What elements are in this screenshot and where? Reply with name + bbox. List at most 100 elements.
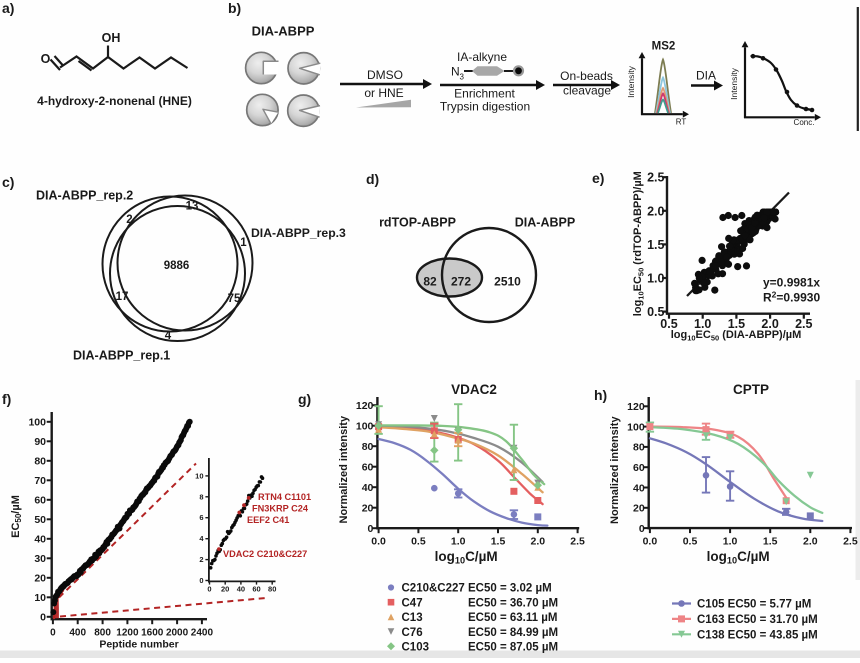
- svg-text:2.5: 2.5: [647, 171, 664, 185]
- svg-text:Normalized intensity: Normalized intensity: [338, 415, 350, 523]
- svg-text:2.5: 2.5: [843, 536, 858, 548]
- svg-text:Normalized intensity: Normalized intensity: [609, 416, 621, 524]
- svg-text:6: 6: [199, 513, 203, 522]
- svg-text:60: 60: [34, 495, 46, 507]
- svg-text:80: 80: [633, 442, 645, 454]
- svg-text:C13: C13: [402, 612, 423, 624]
- svg-text:or HNE: or HNE: [364, 86, 403, 100]
- svg-text:rdTOP-ABPP: rdTOP-ABPP: [379, 216, 456, 230]
- svg-text:70: 70: [34, 475, 46, 487]
- svg-text:60: 60: [633, 462, 645, 474]
- svg-text:2510: 2510: [494, 275, 521, 289]
- svg-text:RTN4 C1101: RTN4 C1101: [258, 492, 311, 502]
- svg-text:C47: C47: [402, 597, 423, 609]
- svg-text:272: 272: [451, 275, 471, 289]
- svg-text:60: 60: [252, 585, 260, 594]
- svg-text:1.0: 1.0: [723, 536, 738, 548]
- svg-text:20: 20: [221, 585, 229, 594]
- svg-text:2400: 2400: [191, 628, 214, 639]
- svg-text:1200: 1200: [116, 628, 139, 639]
- svg-text:Intensity: Intensity: [626, 65, 636, 97]
- svg-text:h): h): [594, 387, 607, 403]
- svg-text:y=0.9981x: y=0.9981x: [763, 276, 820, 290]
- svg-text:8: 8: [199, 492, 203, 501]
- svg-text:60: 60: [362, 462, 374, 474]
- svg-text:1.5: 1.5: [647, 238, 664, 252]
- svg-text:0: 0: [199, 576, 203, 585]
- svg-text:C163 EC50 = 31.70 µM: C163 EC50 = 31.70 µM: [697, 614, 818, 626]
- svg-text:Enrichment: Enrichment: [454, 87, 515, 101]
- svg-text:MS2: MS2: [652, 41, 676, 53]
- svg-text:75: 75: [228, 293, 241, 305]
- svg-text:C210&C227: C210&C227: [402, 583, 465, 595]
- svg-text:9886: 9886: [164, 260, 190, 272]
- svg-text:0.5: 0.5: [411, 536, 426, 548]
- svg-text:DIA-ABPP_rep.1: DIA-ABPP_rep.1: [73, 349, 170, 363]
- svg-text:4: 4: [165, 330, 172, 342]
- svg-text:13: 13: [186, 201, 199, 213]
- svg-text:OH: OH: [102, 31, 121, 45]
- svg-text:DIA-ABPP: DIA-ABPP: [252, 24, 315, 39]
- svg-text:2: 2: [199, 555, 203, 564]
- svg-text:20: 20: [633, 503, 645, 515]
- svg-text:Conc.: Conc.: [794, 118, 815, 127]
- svg-text:82: 82: [423, 275, 437, 289]
- svg-text:40: 40: [633, 482, 645, 494]
- svg-text:2: 2: [126, 214, 132, 226]
- svg-text:400: 400: [69, 628, 86, 639]
- svg-text:CPTP: CPTP: [733, 382, 769, 397]
- svg-text:80: 80: [268, 585, 276, 594]
- svg-text:R2=0.9930: R2=0.9930: [763, 290, 820, 305]
- svg-text:a): a): [2, 0, 14, 16]
- svg-text:Trypsin digestion: Trypsin digestion: [440, 100, 530, 114]
- svg-text:EC50 = 87.05 µM: EC50 = 87.05 µM: [468, 642, 558, 654]
- svg-text:DIA-ABPP_rep.3: DIA-ABPP_rep.3: [251, 226, 346, 240]
- svg-text:2.5: 2.5: [570, 536, 585, 548]
- svg-text:VDAC2: VDAC2: [451, 382, 497, 397]
- svg-text:800: 800: [94, 628, 111, 639]
- svg-text:100: 100: [627, 421, 645, 433]
- svg-text:1.5: 1.5: [491, 536, 506, 548]
- svg-text:EC50 = 84.99 µM: EC50 = 84.99 µM: [468, 627, 558, 639]
- svg-text:log10C/µM: log10C/µM: [707, 549, 770, 566]
- svg-text:120: 120: [627, 401, 645, 413]
- svg-text:50: 50: [34, 514, 46, 526]
- svg-text:3: 3: [460, 73, 465, 82]
- svg-text:0: 0: [639, 523, 645, 535]
- svg-text:30: 30: [34, 553, 46, 565]
- svg-text:Intensity: Intensity: [729, 67, 739, 99]
- svg-text:2.0: 2.0: [530, 536, 545, 548]
- svg-text:C138 EC50 = 43.85 µM: C138 EC50 = 43.85 µM: [697, 630, 818, 642]
- svg-text:0.0: 0.0: [643, 536, 658, 548]
- svg-text:1.0: 1.0: [451, 536, 466, 548]
- svg-text:EC50 = 36.70 µM: EC50 = 36.70 µM: [468, 597, 558, 609]
- svg-text:DIA: DIA: [696, 69, 716, 83]
- svg-text:2.0: 2.0: [647, 204, 664, 218]
- svg-text:On-beads: On-beads: [560, 69, 613, 83]
- svg-text:Peptide number: Peptide number: [99, 639, 178, 651]
- svg-text:e): e): [592, 170, 604, 186]
- svg-text:20: 20: [362, 503, 374, 515]
- svg-text:10: 10: [195, 471, 203, 480]
- svg-text:EC50 = 63.11 µM: EC50 = 63.11 µM: [468, 612, 557, 624]
- svg-text:log10C/µM: log10C/µM: [435, 549, 498, 566]
- svg-text:120: 120: [356, 400, 374, 412]
- svg-text:c): c): [2, 174, 14, 190]
- svg-text:g): g): [298, 391, 311, 407]
- svg-text:FN3KRP C24: FN3KRP C24: [252, 504, 309, 514]
- svg-text:1: 1: [240, 237, 247, 249]
- svg-text:VDAC2 C210&C227: VDAC2 C210&C227: [223, 549, 307, 559]
- svg-text:0: 0: [50, 628, 56, 639]
- svg-text:4-hydroxy-2-nonenal (HNE): 4-hydroxy-2-nonenal (HNE): [37, 94, 192, 108]
- svg-text:b): b): [228, 0, 241, 16]
- svg-text:40: 40: [34, 534, 46, 546]
- svg-text:80: 80: [34, 456, 46, 468]
- svg-text:EEF2 C41: EEF2 C41: [247, 515, 289, 525]
- svg-text:1.0: 1.0: [647, 272, 664, 286]
- svg-text:80: 80: [362, 441, 374, 453]
- svg-text:1.5: 1.5: [763, 536, 778, 548]
- svg-text:0: 0: [40, 612, 46, 624]
- svg-text:2000: 2000: [166, 628, 189, 639]
- svg-text:DIA-ABPP_rep.2: DIA-ABPP_rep.2: [36, 189, 133, 203]
- svg-text:d): d): [366, 171, 379, 187]
